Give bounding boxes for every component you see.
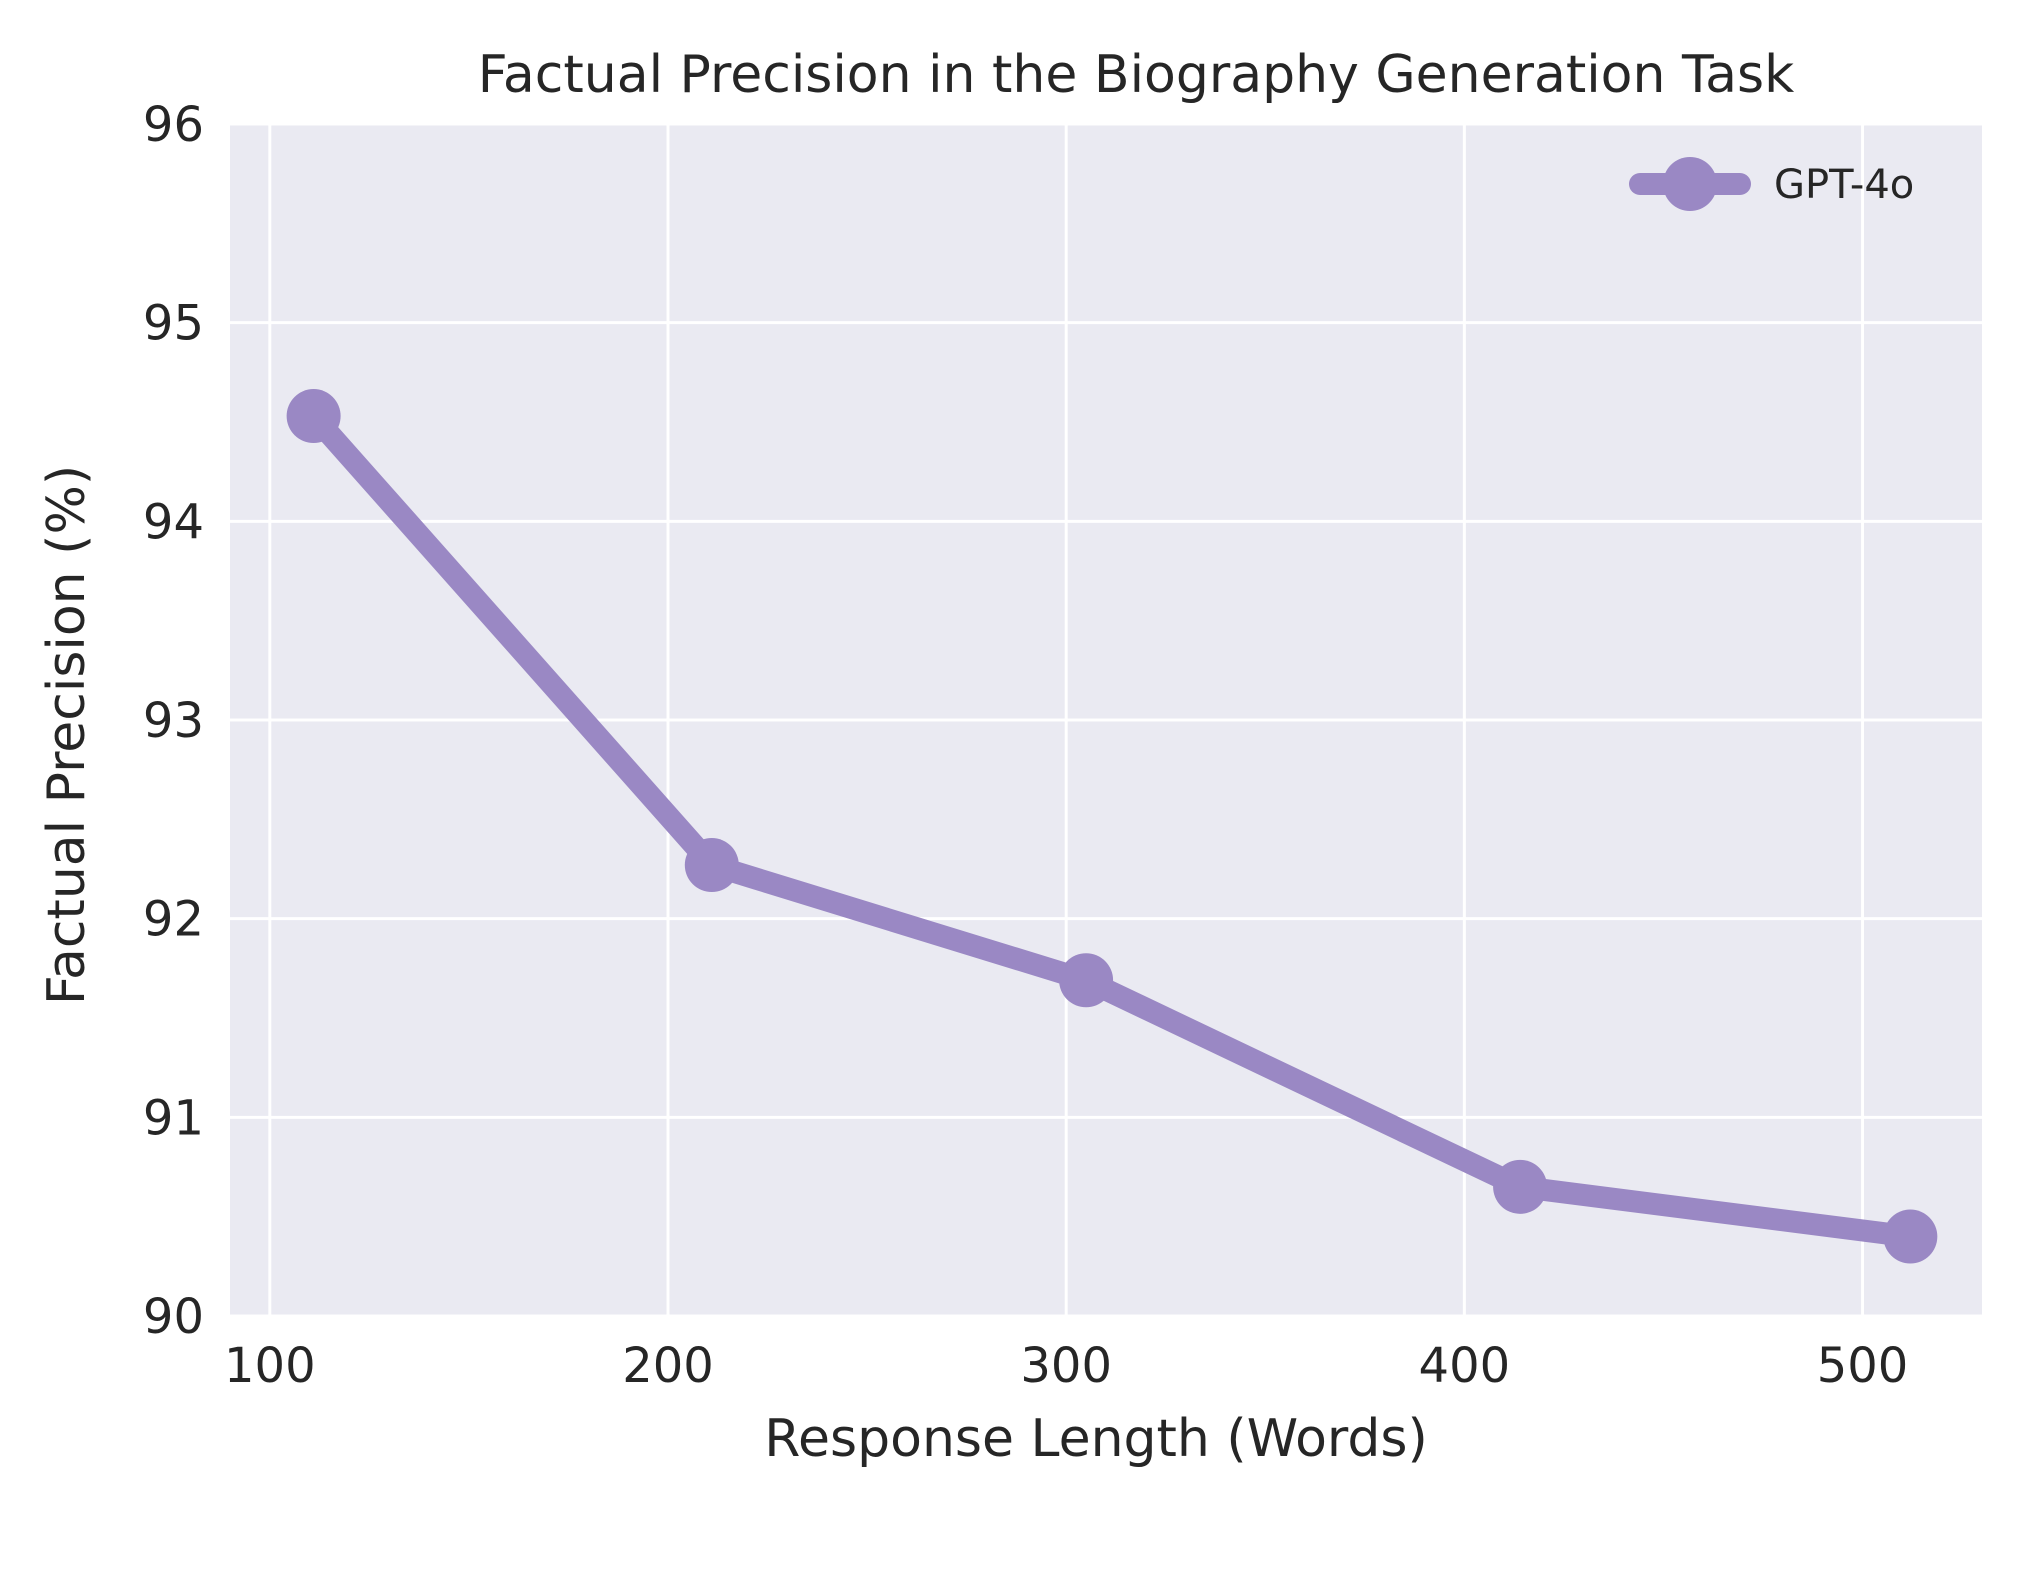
- data-point: [1883, 1209, 1938, 1264]
- x-axis-label: Response Length (Words): [764, 1409, 1427, 1469]
- x-tick-label: 100: [224, 1338, 316, 1394]
- y-axis-ticks: 90 91 92 93 94 95 96: [143, 97, 204, 1345]
- y-axis-label: Factual Precision (%): [37, 465, 97, 1005]
- y-tick-label: 95: [143, 296, 204, 352]
- y-tick-label: 92: [143, 892, 204, 948]
- chart-title: Factual Precision in the Biography Gener…: [478, 45, 1794, 105]
- data-point: [1493, 1159, 1548, 1214]
- y-tick-label: 93: [143, 693, 204, 749]
- x-tick-label: 500: [1817, 1338, 1909, 1394]
- data-point: [684, 838, 739, 893]
- legend-label: GPT-4o: [1774, 162, 1914, 208]
- y-tick-label: 96: [143, 97, 204, 153]
- legend-marker-swatch: [1663, 157, 1717, 211]
- x-tick-label: 300: [1020, 1338, 1112, 1394]
- data-point: [286, 389, 341, 444]
- data-point: [1059, 953, 1114, 1008]
- x-axis-ticks: 100 200 300 400 500: [224, 1338, 1908, 1394]
- series-layer: [286, 389, 1938, 1264]
- y-tick-label: 91: [143, 1090, 204, 1146]
- grid-lines: [230, 122, 1982, 1318]
- y-tick-label: 94: [143, 494, 204, 550]
- legend: GPT-4o: [1629, 157, 1914, 211]
- y-tick-label: 90: [143, 1289, 204, 1345]
- x-tick-label: 200: [622, 1338, 714, 1394]
- x-tick-label: 400: [1419, 1338, 1511, 1394]
